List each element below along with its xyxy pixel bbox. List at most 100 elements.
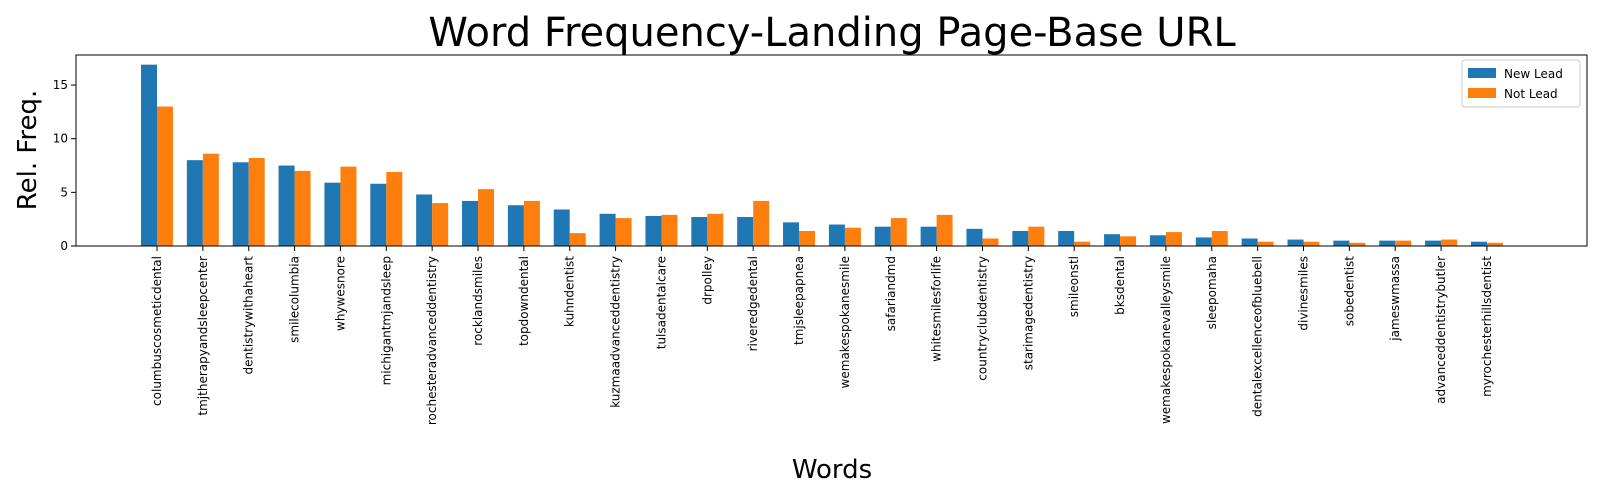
bar-not-lead xyxy=(340,166,357,246)
bar-not-lead xyxy=(844,227,861,246)
x-tick-label: rocklandsmiles xyxy=(471,256,485,346)
bar-new-lead xyxy=(507,205,524,246)
x-tick-label: smilecolumbia xyxy=(288,256,302,343)
bar-new-lead xyxy=(1287,239,1304,246)
bar-new-lead xyxy=(1104,234,1121,246)
x-tick-label: starimagedentistry xyxy=(1021,256,1035,370)
x-tick-label: bksdental xyxy=(1113,256,1127,315)
bar-new-lead xyxy=(1149,235,1166,246)
x-tick-label: tulsadentalcare xyxy=(654,256,668,349)
chart-title: Word Frequency-Landing Page-Base URL xyxy=(428,10,1236,56)
bar-new-lead xyxy=(737,217,754,246)
legend-label-not-lead: Not Lead xyxy=(1504,87,1558,101)
x-tick-label: wemakespokanesmile xyxy=(838,256,852,388)
bar-new-lead xyxy=(186,160,203,246)
y-tick-label: 15 xyxy=(53,78,68,92)
bar-not-lead xyxy=(1349,242,1366,246)
bar-not-lead xyxy=(707,213,724,246)
bar-not-lead xyxy=(936,214,953,246)
legend-swatch-not-lead xyxy=(1468,88,1496,98)
bar-new-lead xyxy=(691,217,708,246)
legend-label-new-lead: New Lead xyxy=(1504,67,1563,81)
bar-not-lead xyxy=(982,238,999,246)
bar-not-lead xyxy=(799,230,816,246)
bar-not-lead xyxy=(1028,226,1045,246)
bar-new-lead xyxy=(828,224,845,246)
bar-not-lead xyxy=(523,200,540,246)
bar-not-lead xyxy=(248,158,265,246)
bar-not-lead xyxy=(1303,241,1320,246)
x-tick-label: wemakespokanevalleysmile xyxy=(1159,256,1173,424)
plot-area: 0 5 10 15 columbuscosmeticdental tmjtherapyan… xyxy=(53,64,1503,425)
bar-not-lead xyxy=(1074,241,1091,246)
bar-not-lead xyxy=(569,233,586,246)
x-tick-label: safariandmd xyxy=(884,256,898,331)
bar-not-lead xyxy=(1120,236,1137,246)
y-axis-title: Rel. Freq. xyxy=(13,90,43,211)
bar-new-lead xyxy=(278,165,295,246)
x-tick-label: advanceddentistrybutler xyxy=(1434,256,1448,404)
bar-not-lead xyxy=(1441,239,1458,246)
bar-not-lead xyxy=(753,200,770,246)
bar-not-lead xyxy=(890,218,907,246)
x-tick-label: columbuscosmeticdental xyxy=(150,256,164,406)
bar-not-lead xyxy=(202,153,219,246)
bar-new-lead xyxy=(416,194,433,246)
bar-new-lead xyxy=(1012,230,1029,246)
bar-not-lead xyxy=(661,214,678,246)
x-tick-label: dentalexcellenceofbluebell xyxy=(1251,256,1265,417)
bar-new-lead xyxy=(920,226,937,246)
bar-not-lead xyxy=(432,203,449,246)
x-tick-label: tmjsleepapnea xyxy=(792,256,806,345)
bar-new-lead xyxy=(553,209,570,246)
y-tick-label: 5 xyxy=(60,185,68,199)
bar-new-lead xyxy=(645,215,662,246)
y-tick-label: 0 xyxy=(60,239,68,253)
legend-swatch-new-lead xyxy=(1468,68,1496,78)
x-tick-label: topdowndental xyxy=(517,256,531,346)
x-tick-label: kuzmaadvanceddentistry xyxy=(609,256,623,408)
bar-new-lead xyxy=(874,226,891,246)
bar-new-lead xyxy=(1470,241,1487,246)
bar-not-lead xyxy=(157,106,173,246)
bar-not-lead xyxy=(478,189,495,246)
x-tick-label: sobedentist xyxy=(1342,256,1356,326)
bar-new-lead xyxy=(232,162,249,246)
x-tick-label: sleepomaha xyxy=(1205,256,1219,329)
x-tick-label: tmjtherapyandsleepcenter xyxy=(196,256,210,416)
bar-not-lead xyxy=(615,218,632,246)
x-tick-label: myrochesterhillsdentist xyxy=(1480,256,1494,397)
bar-new-lead xyxy=(462,200,479,246)
bar-not-lead xyxy=(386,171,403,246)
bar-new-lead xyxy=(1425,240,1442,246)
bar-not-lead xyxy=(1211,230,1228,246)
x-tick-label: whywesnore xyxy=(333,256,347,331)
bar-not-lead xyxy=(1165,232,1182,246)
bar-new-lead xyxy=(783,222,800,246)
bar-new-lead xyxy=(324,182,341,246)
bar-new-lead xyxy=(966,228,983,246)
x-tick-label: smileonstl xyxy=(1067,256,1081,317)
x-tick-label: kuhndentist xyxy=(563,256,577,327)
bar-not-lead xyxy=(1395,240,1412,246)
bar-not-lead xyxy=(1257,241,1274,246)
bar-new-lead xyxy=(599,213,616,246)
bar-new-lead xyxy=(1241,238,1258,246)
x-tick-label: dentistrywithaheart xyxy=(242,256,256,375)
x-tick-label: michigantmjandsleep xyxy=(379,256,393,385)
bar-new-lead xyxy=(1195,237,1212,246)
legend: New Lead Not Lead xyxy=(1461,59,1581,108)
x-tick-label: countryclubdentistry xyxy=(975,256,989,381)
bar-new-lead xyxy=(1058,230,1075,246)
bar-not-lead xyxy=(1486,242,1503,246)
x-tick-label: riveredgedental xyxy=(746,256,760,351)
bar-not-lead xyxy=(294,170,311,246)
bar-new-lead xyxy=(370,183,387,246)
x-axis-title: Words xyxy=(792,455,872,485)
x-tick-label: drpolley xyxy=(700,256,714,305)
x-tick-label: divinesmiles xyxy=(1297,256,1311,331)
x-tick-label: whitesmilesforlife xyxy=(930,256,944,362)
y-tick-label: 10 xyxy=(53,132,68,146)
